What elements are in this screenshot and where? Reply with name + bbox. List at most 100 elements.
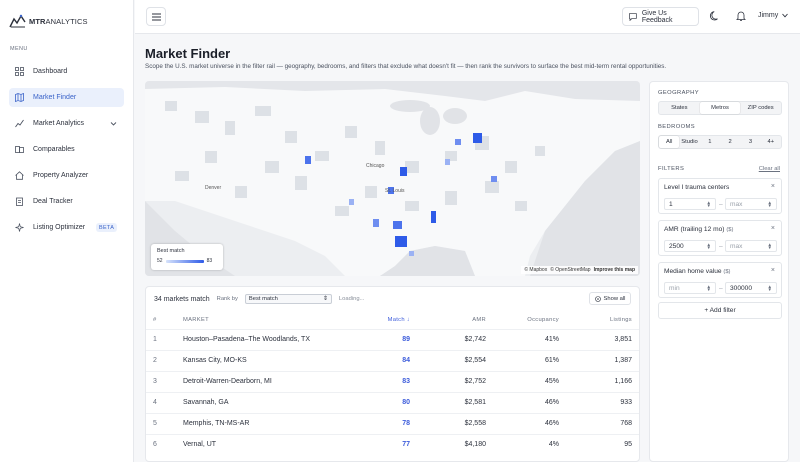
row-market[interactable]: Houston–Pasadena–The Woodlands, TX (183, 336, 310, 343)
sidebar-item-dashboard[interactable]: Dashboard (9, 62, 124, 81)
row-index: 5 (153, 420, 157, 427)
sidebar-item-market-finder[interactable]: Market Finder (9, 88, 124, 107)
row-index: 4 (153, 399, 157, 406)
row-amr: $2,742 (464, 336, 486, 343)
bedroom-option-2[interactable]: 2 (728, 139, 732, 145)
menu-toggle-button[interactable] (146, 7, 166, 26)
clipboard-icon (16, 197, 23, 206)
markets-table-card: 34 markets match Rank by Best match ⇕ Lo… (145, 286, 640, 462)
stepper-icon[interactable]: ▲ ▼ (767, 200, 772, 208)
row-listings: 1,166 (614, 378, 632, 385)
filter-name: Median home value ($) (664, 268, 731, 275)
sidebar-item-market-analytics[interactable]: Market Analytics (9, 114, 124, 133)
row-market[interactable]: Kansas City, MO-KS (183, 357, 247, 364)
legend-title: Best match (157, 248, 185, 254)
legend-scale: 52 83 (157, 258, 217, 264)
chevron-down-icon[interactable] (110, 120, 117, 127)
market-map[interactable]: Chicago St. Louis Denver Best match 52 8… (145, 81, 640, 276)
page-subtitle: Scope the U.S. market universe in the fi… (145, 63, 667, 70)
brand-name: MTRANALYTICS (29, 16, 88, 26)
rank-by-select[interactable]: Best match ⇕ (244, 294, 332, 304)
filter-name: AMR (trailing 12 mo) ($) (664, 226, 734, 233)
filter-min-input[interactable]: 2500 ▲ ▼ (664, 240, 716, 252)
moon-icon[interactable] (709, 10, 721, 22)
col-header-listings[interactable]: Listings (609, 317, 632, 323)
geography-option-states[interactable]: States (671, 105, 688, 111)
row-match: 89 (402, 336, 410, 343)
stepper-icon[interactable]: ▲ ▼ (767, 242, 772, 250)
filter-max-input[interactable]: 300000 ▲ ▼ (725, 282, 777, 294)
row-match: 84 (402, 357, 410, 364)
col-header-occupancy[interactable]: Occupancy (527, 317, 559, 323)
bedroom-option-studio[interactable]: Studio (681, 139, 698, 145)
stepper-icon[interactable]: ▲ ▼ (767, 284, 772, 292)
filter-max-input[interactable]: max ▲ ▼ (725, 240, 777, 252)
filter-min-input[interactable]: 1 ▲ ▼ (664, 198, 716, 210)
bedroom-option-4plus[interactable]: 4+ (767, 139, 775, 145)
remove-filter-icon[interactable]: × (770, 267, 775, 274)
table-row[interactable]: 4 Savannah, GA 80 $2,581 46% 933 (146, 392, 639, 413)
row-market[interactable]: Memphis, TN-MS-AR (183, 420, 250, 427)
brand-logo[interactable]: MTRANALYTICS (9, 13, 88, 29)
select-arrows-icon: ⇕ (323, 296, 328, 302)
city-label-st-louis: St. Louis (385, 188, 405, 194)
map-attribution: © Mapbox © OpenStreetMap Improve this ma… (521, 266, 638, 274)
improve-map-link[interactable]: Improve this map (593, 267, 635, 273)
table-row[interactable]: 2 Kansas City, MO-KS 84 $2,554 61% 1,387 (146, 350, 639, 371)
filter-min-input[interactable]: min ▲ ▼ (664, 282, 716, 294)
geography-toggle: States Metros ZIP codes (658, 101, 782, 115)
legend-min: 52 (157, 258, 163, 264)
sidebar-item-listing-optimizer[interactable]: Listing Optimizer BETA (9, 218, 124, 237)
stepper-icon[interactable]: ▲ ▼ (706, 200, 711, 208)
filter-name: Level I trauma centers (664, 184, 730, 191)
table-row[interactable]: 5 Memphis, TN-MS-AR 78 $2,558 46% 768 (146, 413, 639, 434)
map-canvas[interactable]: Chicago St. Louis Denver (145, 81, 640, 276)
filter-trauma-centers: Level I trauma centers × 1 ▲ ▼ – max ▲ ▼ (658, 178, 782, 214)
geography-option-zip[interactable]: ZIP codes (747, 105, 774, 111)
col-header-amr[interactable]: AMR (472, 317, 486, 323)
remove-filter-icon[interactable]: × (770, 225, 775, 232)
add-filter-button[interactable]: + Add filter (658, 302, 782, 319)
col-header-market[interactable]: MARKET (183, 317, 209, 323)
geography-option-metros[interactable]: Metros (699, 102, 741, 114)
table-row[interactable]: 3 Detroit-Warren-Dearborn, MI 83 $2,752 … (146, 371, 639, 392)
row-market[interactable]: Vernal, UT (183, 441, 217, 448)
row-index: 1 (153, 336, 157, 343)
col-header-match[interactable]: Match ↓ (387, 317, 410, 323)
table-row[interactable]: 1 Houston–Pasadena–The Woodlands, TX 89 … (146, 329, 639, 350)
feedback-button[interactable]: Give Us Feedback (622, 7, 699, 26)
match-count: 34 markets match (154, 295, 210, 303)
bedrooms-label: BEDROOMS (658, 124, 696, 130)
bedroom-option-3[interactable]: 3 (748, 139, 753, 145)
row-listings: 3,851 (614, 336, 632, 343)
house-icon (15, 171, 24, 180)
bell-icon[interactable] (735, 10, 747, 22)
remove-filter-icon[interactable]: × (770, 183, 775, 190)
stepper-icon[interactable]: ▲ ▼ (706, 284, 711, 292)
user-menu[interactable]: Jimmy (758, 12, 789, 19)
show-all-button[interactable]: Show all (589, 292, 631, 305)
topbar: Give Us Feedback Jimmy (135, 0, 800, 34)
attribution-mapbox[interactable]: © Mapbox (524, 267, 548, 273)
sidebar-item-property-analyzer[interactable]: Property Analyzer (9, 166, 124, 185)
table-row[interactable]: 6 Vernal, UT 77 $4,180 4% 95 (146, 434, 639, 455)
stepper-icon[interactable]: ▲ ▼ (706, 242, 711, 250)
clear-all-link[interactable]: Clear all (758, 166, 780, 172)
hamburger-icon (151, 13, 161, 20)
row-market[interactable]: Savannah, GA (183, 399, 229, 406)
sidebar-item-label: Deal Tracker (33, 198, 73, 205)
row-occupancy: 4% (548, 441, 559, 448)
filter-panel: GEOGRAPHY States Metros ZIP codes BEDROO… (649, 81, 789, 462)
sidebar-item-label: Market Analytics (33, 120, 84, 127)
bedroom-option-1[interactable]: 1 (708, 139, 712, 145)
show-all-label: Show all (603, 295, 626, 302)
bedroom-option-all[interactable]: All (659, 136, 680, 148)
sidebar-item-deal-tracker[interactable]: Deal Tracker (9, 192, 124, 211)
sidebar-item-comparables[interactable]: Comparables (9, 140, 124, 159)
attribution-osm[interactable]: © OpenStreetMap (550, 267, 591, 273)
sidebar-item-label: Listing Optimizer (33, 224, 86, 231)
row-market[interactable]: Detroit-Warren-Dearborn, MI (183, 378, 272, 385)
filter-max-input[interactable]: max ▲ ▼ (725, 198, 777, 210)
map-legend: Best match 52 83 (151, 244, 223, 270)
logo-mark-icon (9, 14, 26, 28)
